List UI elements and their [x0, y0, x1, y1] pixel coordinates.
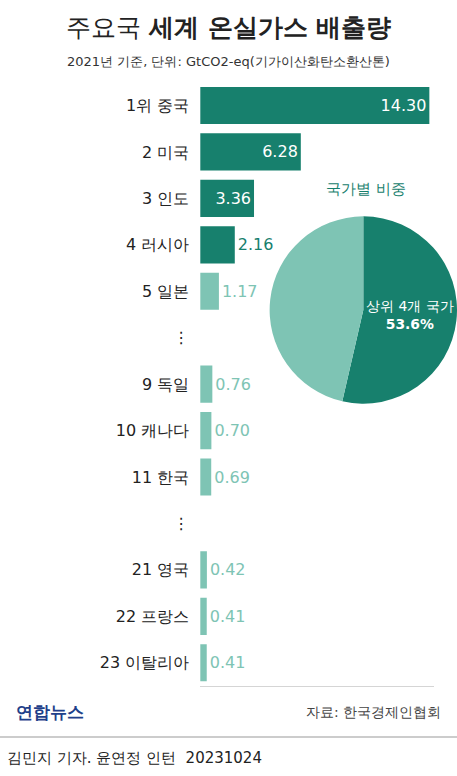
svg-text:⋮: ⋮: [173, 328, 189, 347]
svg-text:14.30: 14.30: [381, 96, 427, 115]
svg-text:3.36: 3.36: [215, 189, 251, 208]
svg-text:10 캐나다: 10 캐나다: [116, 421, 189, 440]
svg-text:국가별 비중: 국가별 비중: [326, 180, 406, 198]
svg-text:6.28: 6.28: [262, 142, 298, 161]
svg-text:0.42: 0.42: [210, 560, 246, 579]
svg-text:주요국 세계 온실가스 배출량: 주요국 세계 온실가스 배출량: [66, 13, 391, 42]
svg-text:4 러시아: 4 러시아: [126, 235, 189, 254]
svg-text:상위 4개 국가53.6%: 상위 4개 국가53.6%: [366, 298, 454, 332]
svg-text:연합뉴스: 연합뉴스: [16, 702, 84, 722]
svg-text:0.70: 0.70: [214, 421, 250, 440]
svg-text:3 인도: 3 인도: [142, 189, 189, 208]
svg-text:1.17: 1.17: [222, 282, 258, 301]
svg-text:9 독일: 9 독일: [142, 375, 189, 394]
svg-text:22 프랑스: 22 프랑스: [116, 607, 189, 626]
svg-text:0.41: 0.41: [210, 607, 246, 626]
svg-text:자료: 한국경제인협회: 자료: 한국경제인협회: [306, 704, 441, 720]
svg-text:23 이탈리아: 23 이탈리아: [100, 653, 189, 672]
svg-text:0.76: 0.76: [215, 375, 251, 394]
svg-text:0.69: 0.69: [214, 468, 250, 487]
svg-text:김민지 기자. 윤연정 인턴 20231024: 김민지 기자. 윤연정 인턴 20231024: [7, 749, 262, 767]
svg-text:1위 중국: 1위 중국: [126, 96, 189, 115]
svg-text:2.16: 2.16: [238, 235, 274, 254]
svg-text:11 한국: 11 한국: [132, 468, 189, 487]
svg-text:2 미국: 2 미국: [142, 143, 189, 162]
svg-text:⋮: ⋮: [173, 514, 189, 533]
svg-text:5 일본: 5 일본: [142, 282, 189, 301]
svg-text:21 영국: 21 영국: [132, 560, 189, 579]
svg-text:2021년 기준, 단위: GtCO2-eq(기가이산화탄소: 2021년 기준, 단위: GtCO2-eq(기가이산화탄소환산톤): [67, 54, 390, 69]
svg-text:0.41: 0.41: [210, 653, 246, 672]
